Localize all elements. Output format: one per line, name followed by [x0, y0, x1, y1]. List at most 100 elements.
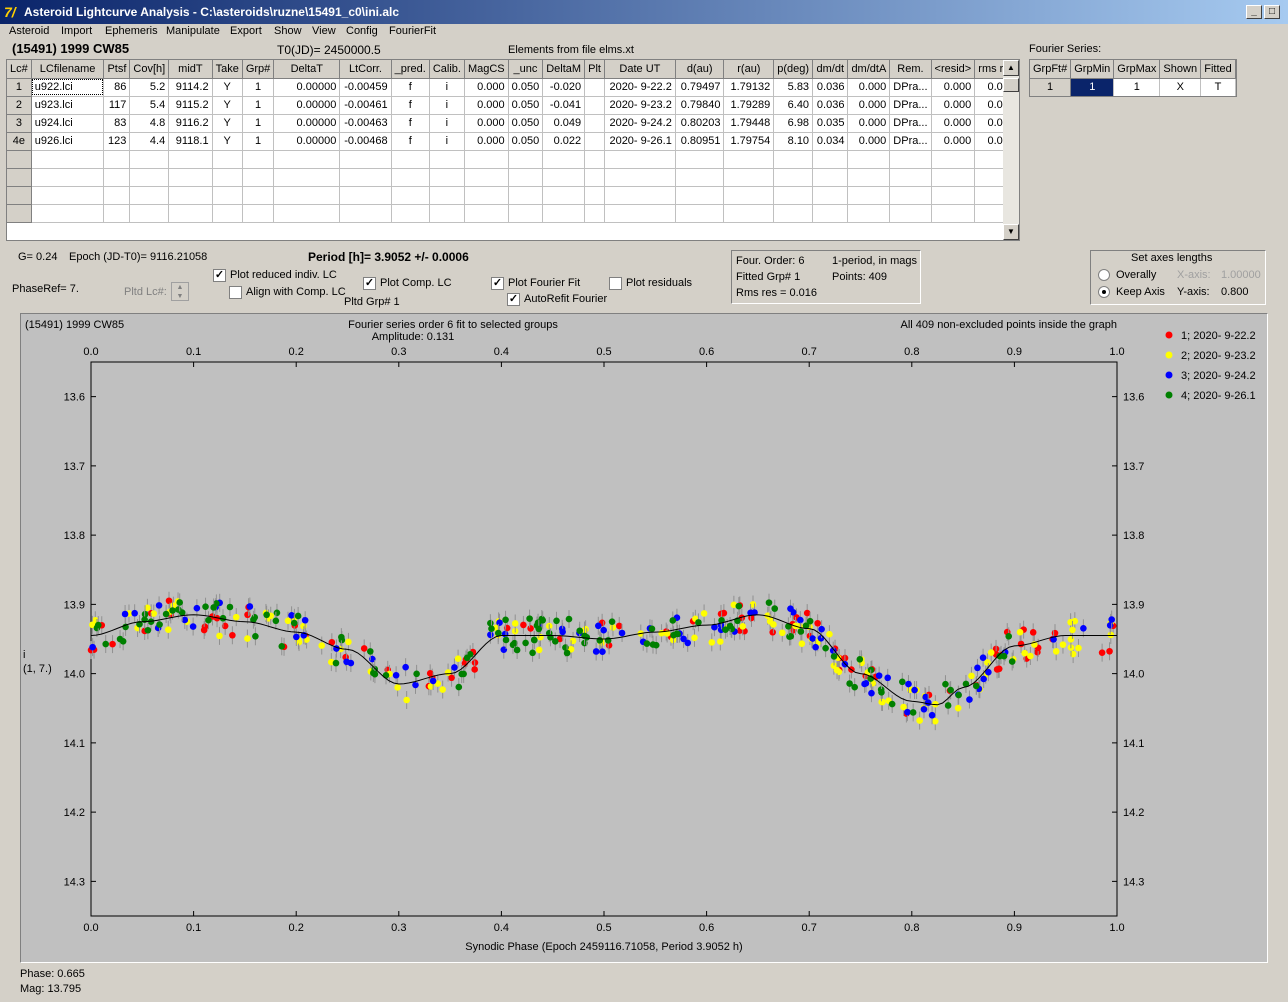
column-header[interactable]: d(au): [675, 60, 725, 79]
table-cell[interactable]: 0.000: [847, 96, 891, 115]
table-cell[interactable]: [391, 150, 430, 169]
table-cell[interactable]: 5.83: [773, 78, 814, 97]
table-cell[interactable]: f: [391, 114, 430, 133]
table-cell[interactable]: f: [391, 96, 430, 115]
pltd-lc-spinner[interactable]: ▲ ▼: [171, 282, 189, 301]
x-axis-value[interactable]: 1.00000: [1221, 269, 1261, 281]
table-cell[interactable]: [812, 150, 849, 169]
menu-asteroid[interactable]: Asteroid: [9, 25, 50, 37]
table-cell[interactable]: -0.00468: [339, 132, 392, 151]
column-header[interactable]: _unc: [508, 60, 544, 79]
menu-fourierfit[interactable]: FourierFit: [389, 25, 437, 37]
table-cell[interactable]: DPra...: [889, 114, 932, 133]
table-cell[interactable]: i: [429, 78, 465, 97]
table-cell[interactable]: [508, 168, 544, 187]
table-cell[interactable]: 0.000: [464, 78, 509, 97]
table-cell[interactable]: DPra...: [889, 78, 932, 97]
table-cell[interactable]: 0.000: [931, 132, 976, 151]
table-cell[interactable]: 0.050: [508, 114, 544, 133]
table-cell[interactable]: -0.041: [542, 96, 586, 115]
column-header[interactable]: Plt: [584, 60, 605, 79]
table-row[interactable]: [7, 186, 1019, 205]
table-cell[interactable]: [773, 150, 814, 169]
plot-fourier-checkbox[interactable]: ✓: [491, 277, 504, 290]
lightcurve-table[interactable]: Lc# LCfilename Ptsf Cov[h] midT Take Grp# Delta…: [6, 59, 1020, 241]
table-cell[interactable]: [31, 168, 105, 187]
table-cell[interactable]: 0.00000: [273, 114, 341, 133]
table-cell[interactable]: [773, 186, 814, 205]
table-cell[interactable]: 2020- 9-23.2: [604, 96, 676, 115]
row-header[interactable]: [7, 150, 32, 169]
table-cell[interactable]: [847, 150, 891, 169]
fourier-column-header[interactable]: GrpFt#: [1030, 60, 1072, 79]
table-cell[interactable]: [584, 204, 605, 223]
maximize-button[interactable]: □: [1264, 5, 1280, 19]
table-cell[interactable]: [339, 150, 392, 169]
table-cell[interactable]: 8.10: [773, 132, 814, 151]
table-cell[interactable]: 0.000: [847, 132, 891, 151]
table-cell[interactable]: [464, 186, 509, 205]
row-header[interactable]: [7, 204, 32, 223]
table-cell[interactable]: [889, 168, 932, 187]
table-cell[interactable]: [168, 150, 213, 169]
table-cell[interactable]: [584, 78, 605, 97]
table-cell[interactable]: 123: [103, 132, 131, 151]
table-cell[interactable]: [723, 186, 775, 205]
table-cell[interactable]: [773, 168, 814, 187]
table-cell[interactable]: [931, 204, 976, 223]
plot-comp-checkbox[interactable]: ✓: [363, 277, 376, 290]
table-cell[interactable]: [584, 114, 605, 133]
row-header[interactable]: 1: [7, 78, 32, 97]
table-cell[interactable]: [847, 204, 891, 223]
fourier-cell[interactable]: 1: [1030, 78, 1072, 96]
column-header[interactable]: r(au): [723, 60, 775, 79]
table-cell[interactable]: 1: [242, 96, 275, 115]
table-cell[interactable]: 0.000: [464, 132, 509, 151]
table-cell[interactable]: 6.40: [773, 96, 814, 115]
table-cell[interactable]: [773, 204, 814, 223]
column-header[interactable]: Take: [212, 60, 243, 79]
table-cell[interactable]: [542, 168, 586, 187]
table-cell[interactable]: [429, 168, 465, 187]
table-cell[interactable]: [242, 186, 275, 205]
table-cell[interactable]: [31, 186, 105, 205]
table-cell[interactable]: 2020- 9-26.1: [604, 132, 676, 151]
table-cell[interactable]: [212, 204, 243, 223]
table-cell[interactable]: [604, 186, 676, 205]
table-cell[interactable]: 0.00000: [273, 132, 341, 151]
table-cell[interactable]: [339, 204, 392, 223]
plot-reduced-checkbox[interactable]: ✓: [213, 269, 226, 282]
table-cell[interactable]: 0.000: [931, 114, 976, 133]
table-cell[interactable]: [508, 150, 544, 169]
row-header[interactable]: 2: [7, 96, 32, 115]
table-cell[interactable]: 0.050: [508, 132, 544, 151]
table-cell[interactable]: [464, 204, 509, 223]
table-cell[interactable]: [508, 186, 544, 205]
column-header[interactable]: <resid>: [931, 60, 976, 79]
table-cell[interactable]: [675, 168, 725, 187]
table-cell[interactable]: [168, 204, 213, 223]
fourier-cell[interactable]: X: [1159, 78, 1202, 96]
table-cell[interactable]: [429, 150, 465, 169]
table-cell[interactable]: 0.049: [542, 114, 586, 133]
table-cell[interactable]: [103, 150, 131, 169]
table-cell[interactable]: [847, 168, 891, 187]
menu-export[interactable]: Export: [230, 25, 262, 37]
table-cell[interactable]: 2020- 9-24.2: [604, 114, 676, 133]
table-cell[interactable]: [847, 186, 891, 205]
table-cell[interactable]: [675, 150, 725, 169]
table-cell[interactable]: 9115.2: [168, 96, 213, 115]
table-cell[interactable]: -0.020: [542, 78, 586, 97]
table-cell[interactable]: Y: [212, 114, 243, 133]
table-cell[interactable]: [723, 150, 775, 169]
table-cell[interactable]: [584, 168, 605, 187]
table-cell[interactable]: 1: [242, 114, 275, 133]
table-cell[interactable]: 0.000: [464, 96, 509, 115]
table-cell[interactable]: 0.000: [931, 78, 976, 97]
table-cell[interactable]: [931, 168, 976, 187]
table-cell[interactable]: -0.00463: [339, 114, 392, 133]
table-cell[interactable]: 0.050: [508, 96, 544, 115]
table-cell[interactable]: Y: [212, 132, 243, 151]
table-cell[interactable]: [675, 204, 725, 223]
